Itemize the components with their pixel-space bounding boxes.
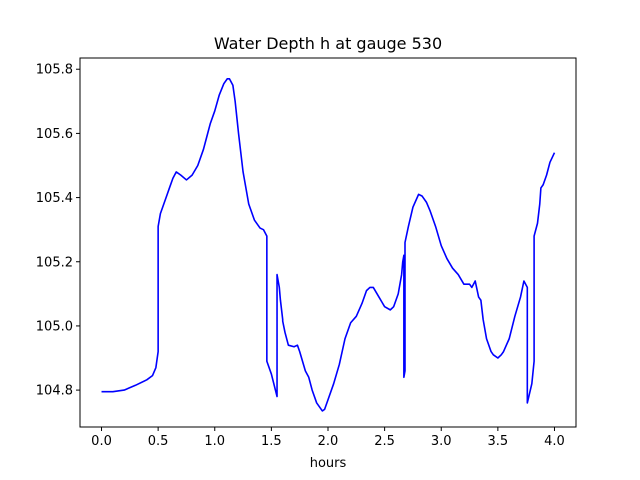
y-tick-label: 104.8	[36, 384, 73, 399]
x-tick-label: 1.0	[204, 434, 225, 449]
x-axis: 0.0 0.5 1.0 1.5 2.0 2.5 3.0 3.5 4.0	[91, 427, 565, 449]
y-tick-label: 105.6	[36, 127, 73, 142]
y-tick-label: 105.0	[36, 319, 73, 334]
y-axis: 104.8 105.0 105.2 105.4 105.6 105.8	[36, 63, 80, 399]
x-tick-label: 3.5	[488, 434, 509, 449]
x-tick-label: 3.0	[431, 434, 452, 449]
series-line-0	[101, 78, 556, 412]
y-tick-label: 105.2	[36, 255, 73, 270]
x-tick-label: 2.5	[374, 434, 395, 449]
x-tick-label: 0.5	[148, 434, 169, 449]
plot-layer	[101, 78, 556, 412]
x-axis-label: hours	[310, 456, 347, 471]
x-tick-label: 4.0	[544, 434, 565, 449]
x-tick-label: 0.0	[91, 434, 112, 449]
x-tick-label: 2.0	[318, 434, 339, 449]
x-tick-label: 1.5	[261, 434, 282, 449]
chart-title: Water Depth h at gauge 530	[214, 34, 442, 53]
y-tick-label: 105.4	[36, 191, 73, 206]
y-tick-label: 105.8	[36, 63, 73, 78]
